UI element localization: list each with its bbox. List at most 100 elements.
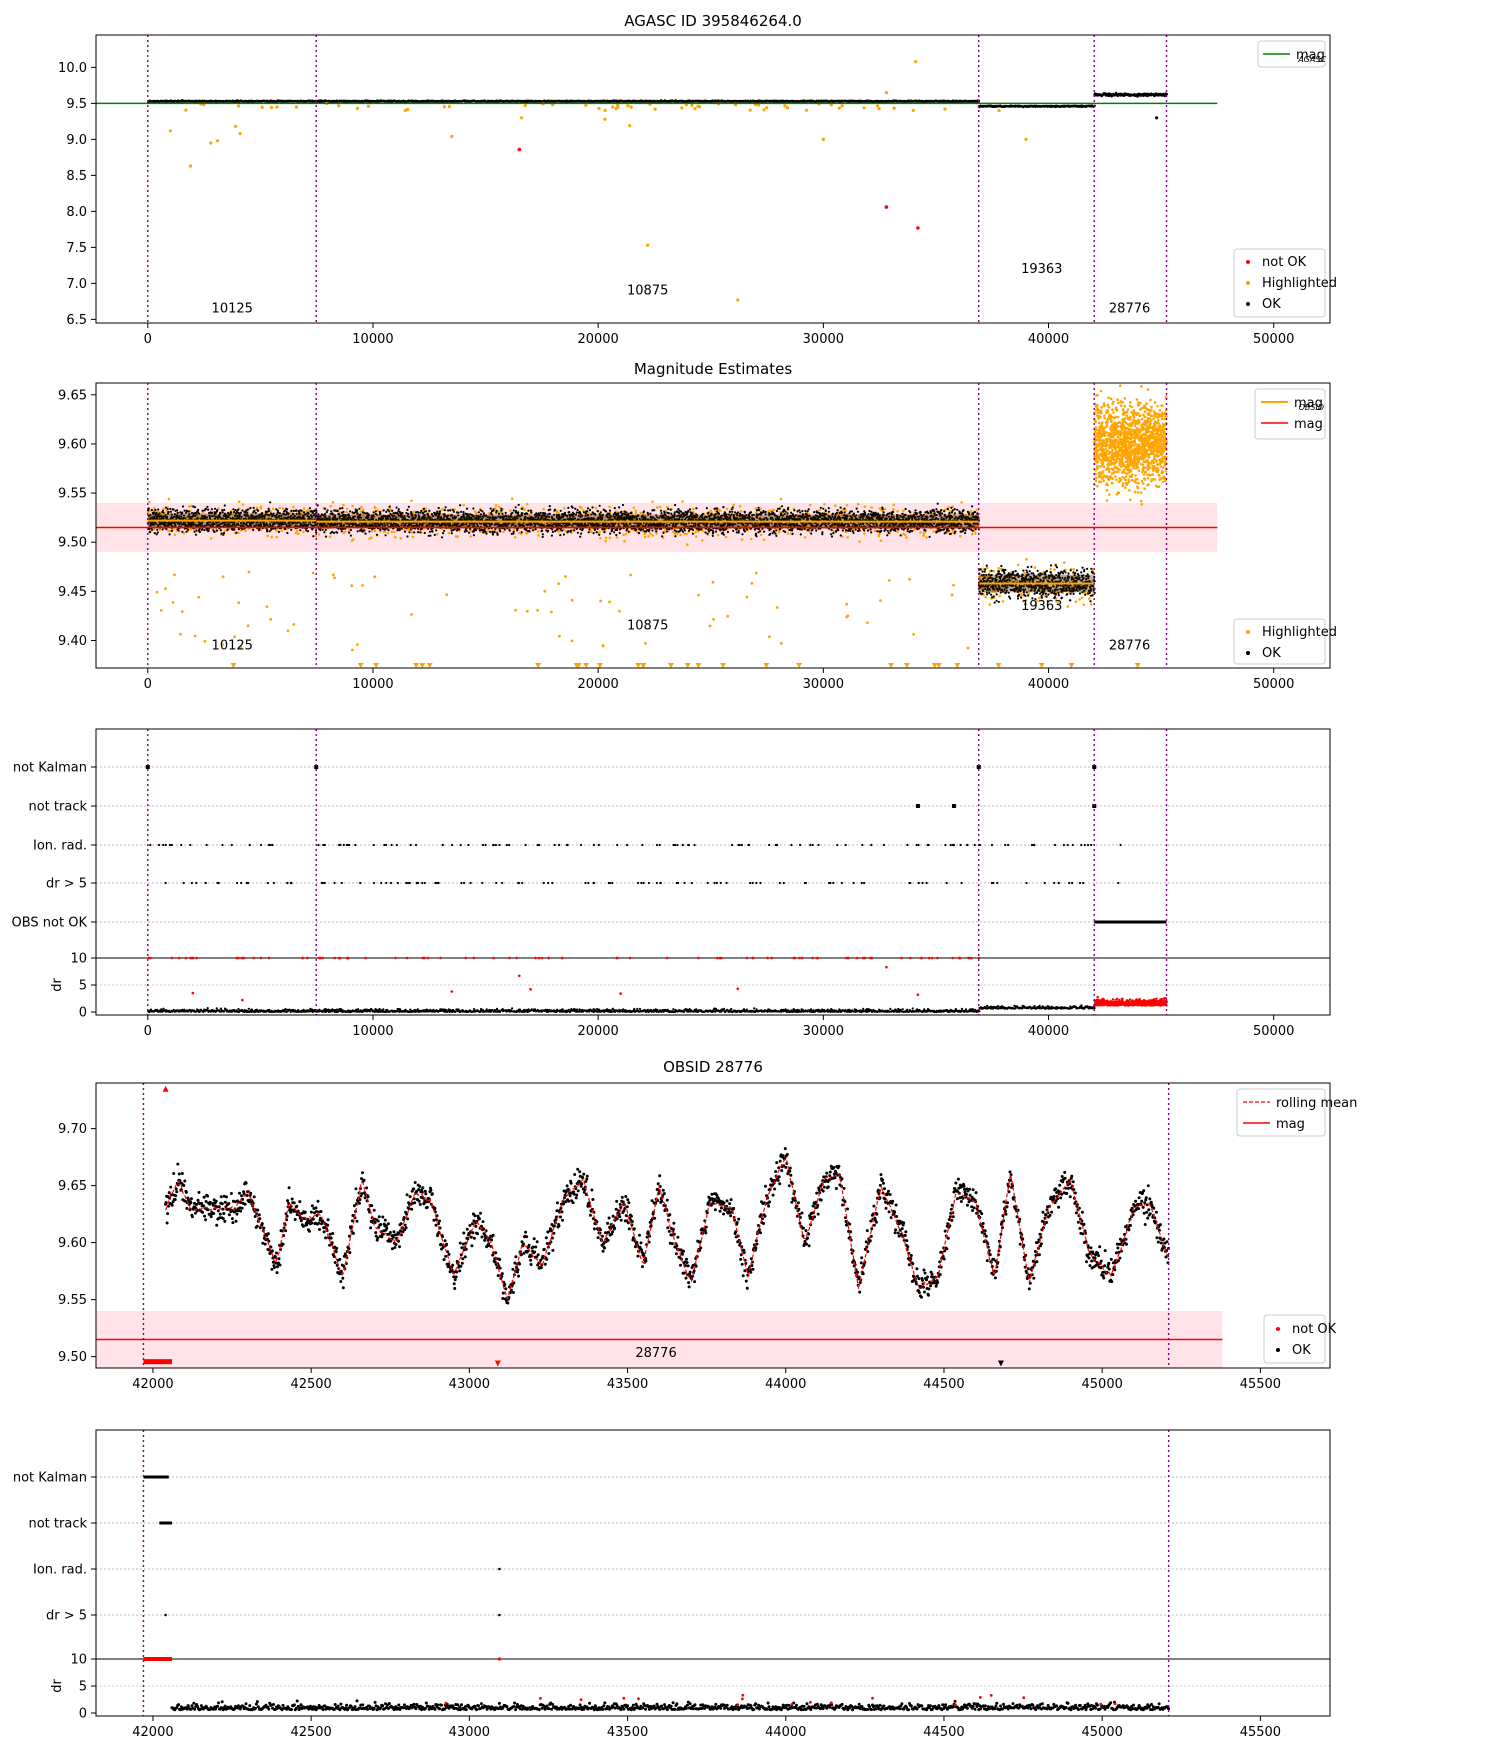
y-tick-label: 8.5 (66, 169, 87, 184)
highlighted-point (604, 536, 608, 540)
x-tick-label: 0 (144, 332, 152, 347)
highlighted-point (759, 533, 763, 537)
highlighted-point (623, 539, 626, 543)
highlighted-point (337, 104, 341, 108)
highlighted-point (716, 533, 720, 537)
highlighted-point (270, 535, 274, 539)
highlighted-point (536, 530, 540, 533)
ok-points (977, 104, 1096, 109)
highlighted-point (563, 507, 566, 510)
highlighted-point (655, 506, 659, 509)
highlighted-point (436, 532, 439, 536)
highlighted-point (184, 108, 188, 112)
highlighted-point (697, 105, 702, 109)
highlighted-point (598, 530, 601, 533)
highlighted-point (959, 534, 962, 538)
highlighted-point (237, 531, 240, 535)
ok-points (146, 99, 981, 104)
highlighted-point (947, 505, 950, 509)
highlighted-point (643, 535, 647, 539)
highlighted-point (386, 531, 390, 535)
highlighted-point (634, 509, 637, 513)
highlighted-point (281, 507, 285, 510)
highlighted-point (902, 509, 905, 513)
highlighted-point (510, 497, 514, 501)
highlighted-point (896, 510, 899, 513)
highlighted-point (343, 530, 347, 534)
highlighted-point (884, 91, 889, 95)
highlighted-point (366, 104, 370, 108)
highlighted-point (594, 506, 598, 510)
legend-label: OK (1262, 297, 1281, 312)
x-tick-label: 30000 (803, 332, 844, 347)
highlighted-point (690, 103, 694, 108)
highlighted-point (345, 507, 349, 511)
highlighted-point (271, 507, 275, 511)
highlighted-point (919, 531, 922, 534)
highlighted-point (1082, 603, 1085, 606)
highlighted-point (738, 504, 742, 508)
legend-marker (1246, 302, 1250, 306)
highlighted-point (260, 105, 264, 109)
highlighted-point (681, 500, 684, 503)
highlighted-point (914, 60, 918, 64)
highlighted-point (329, 504, 333, 508)
highlighted-point (1074, 600, 1078, 603)
highlighted-point (905, 536, 908, 539)
highlighted-point (960, 501, 963, 504)
highlighted-point (686, 543, 689, 546)
highlighted-point (625, 532, 628, 536)
highlighted-point (858, 540, 861, 543)
highlighted-point (736, 298, 740, 302)
highlighted-point (331, 501, 335, 504)
highlighted-point (399, 536, 403, 540)
highlighted-point (266, 534, 269, 538)
highlighted-point (701, 529, 705, 533)
highlighted-point (883, 507, 887, 511)
highlighted-point (997, 567, 1000, 570)
highlighted-point (497, 510, 501, 513)
highlighted-point (904, 533, 907, 537)
highlighted-point (762, 108, 766, 112)
highlighted-point (992, 569, 996, 573)
highlighted-point (350, 539, 354, 542)
highlighted-point (786, 532, 790, 535)
highlighted-point (1072, 567, 1076, 571)
x-tick-label: 20000 (577, 332, 618, 347)
highlighted-point (189, 164, 193, 168)
highlighted-point (649, 532, 652, 535)
highlighted-point (622, 533, 625, 536)
highlighted-point (803, 536, 807, 539)
obsid-label: 28776 (1109, 302, 1150, 317)
highlighted-point (632, 506, 636, 510)
highlighted-point (626, 104, 630, 108)
highlighted-point (679, 533, 682, 537)
highlighted-point (275, 529, 278, 532)
highlighted-point (653, 107, 657, 111)
highlighted-point (971, 532, 974, 536)
highlighted-point (750, 537, 753, 541)
highlighted-point (555, 511, 559, 515)
highlighted-point (834, 504, 837, 508)
highlighted-point (317, 533, 321, 536)
highlighted-point (373, 505, 377, 509)
highlighted-point (896, 530, 899, 533)
obsid-label: 10875 (627, 284, 668, 299)
highlighted-point (502, 530, 505, 534)
highlighted-point (209, 141, 213, 145)
highlighted-point (328, 535, 332, 539)
highlighted-point (376, 509, 380, 512)
highlighted-point (148, 500, 151, 504)
highlighted-point (462, 503, 466, 507)
highlighted-point (275, 535, 279, 539)
y-tick-label: 7.0 (66, 277, 87, 292)
highlighted-point (823, 503, 826, 506)
highlighted-point (647, 535, 650, 538)
highlighted-point (447, 105, 451, 109)
highlighted-point (608, 536, 612, 540)
y-tick-label: 8.0 (66, 205, 87, 220)
highlighted-point (877, 107, 881, 111)
highlighted-point (615, 536, 619, 539)
highlighted-point (863, 505, 867, 509)
highlighted-point (275, 105, 279, 109)
